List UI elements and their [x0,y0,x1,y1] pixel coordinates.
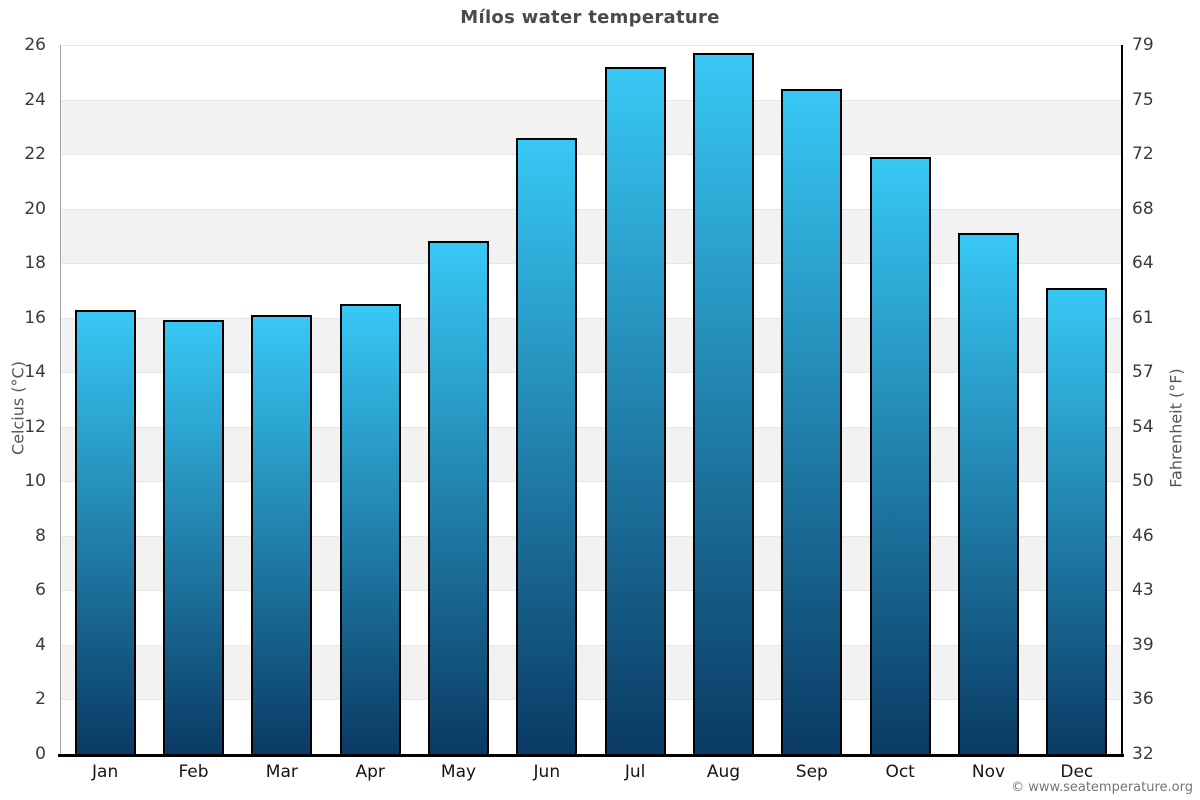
gridline [61,535,1121,537]
month-label-jul: Jul [624,762,646,782]
gridline [61,481,1121,483]
bar-oct[interactable] [869,156,931,754]
month-label-nov: Nov [971,762,1006,782]
gridline [61,644,1121,646]
fahrenheit-axis-line [1121,45,1123,754]
month-label-may: May [440,762,477,782]
month-label-dec: Dec [1060,762,1094,782]
month-label-jan: Jan [92,762,119,782]
gridline [61,154,1121,156]
bar-may[interactable] [428,241,489,754]
fahrenheit-axis-title: Fahrenheit (°F) [1166,368,1186,488]
fahrenheit-tick-43: 43 [1132,580,1154,601]
background-band [61,45,1121,100]
background-band [61,154,1121,209]
celsius-tick-14: 14 [24,362,46,383]
gridline [61,699,1121,701]
gridline [61,99,1121,101]
background-band [61,426,1121,482]
celsius-tick-10: 10 [24,471,46,492]
plot-area [61,45,1121,754]
bar-feb[interactable] [163,320,224,754]
fahrenheit-tick-57: 57 [1132,362,1154,383]
bar-jun[interactable] [516,137,578,754]
celsius-tick-12: 12 [24,416,46,437]
bar-mar[interactable] [251,314,313,754]
fahrenheit-tick-36: 36 [1132,689,1154,710]
celsius-tick-24: 24 [24,89,46,110]
gridline [61,208,1121,210]
celsius-axis-line [60,45,61,754]
bar-nov[interactable] [958,233,1019,754]
background-band [61,99,1121,155]
bar-sep[interactable] [781,88,843,754]
gridline [61,263,1121,265]
celsius-tick-20: 20 [24,198,46,219]
gridline [61,590,1121,592]
month-label-oct: Oct [885,762,915,782]
gridline [61,45,1121,46]
fahrenheit-tick-39: 39 [1132,634,1154,655]
fahrenheit-tick-64: 64 [1132,253,1154,274]
fahrenheit-tick-46: 46 [1132,525,1154,546]
background-band [61,535,1121,591]
month-label-jun: Jun [533,762,561,782]
background-band [61,208,1121,264]
celsius-tick-4: 4 [35,634,46,655]
background-band [61,263,1121,318]
x-axis-line [58,754,1124,757]
celsius-tick-18: 18 [24,253,46,274]
celsius-tick-16: 16 [24,307,46,328]
bar-jan[interactable] [74,309,136,754]
watermark: © www.seatemperature.org [1011,780,1193,795]
fahrenheit-tick-50: 50 [1132,471,1154,492]
bar-jul[interactable] [604,66,666,754]
fahrenheit-tick-75: 75 [1132,89,1154,110]
month-label-aug: Aug [706,762,741,782]
background-band [61,590,1121,645]
celsius-tick-22: 22 [24,144,46,165]
celsius-tick-2: 2 [35,689,46,710]
celsius-tick-26: 26 [24,35,46,55]
gridline [61,317,1121,319]
fahrenheit-tick-61: 61 [1132,307,1154,328]
bar-aug[interactable] [693,53,754,754]
month-label-sep: Sep [795,762,828,782]
bar-dec[interactable] [1046,287,1108,754]
background-band [61,481,1121,536]
fahrenheit-tick-54: 54 [1132,416,1154,437]
fahrenheit-tick-68: 68 [1132,198,1154,219]
gridline [61,426,1121,428]
month-label-apr: Apr [355,762,385,782]
chart-title: Mílos water temperature [460,7,720,28]
celsius-tick-0: 0 [35,744,46,764]
fahrenheit-tick-72: 72 [1132,144,1154,165]
background-band [61,317,1121,373]
bar-apr[interactable] [339,304,401,754]
celsius-tick-8: 8 [35,525,46,546]
fahrenheit-tick-79: 79 [1132,35,1154,55]
background-band [61,644,1121,700]
celsius-tick-6: 6 [35,580,46,601]
background-band [61,372,1121,427]
background-band [61,699,1121,754]
month-label-mar: Mar [265,762,298,782]
month-label-feb: Feb [178,762,209,782]
fahrenheit-tick-32: 32 [1132,744,1154,764]
gridline [61,372,1121,374]
